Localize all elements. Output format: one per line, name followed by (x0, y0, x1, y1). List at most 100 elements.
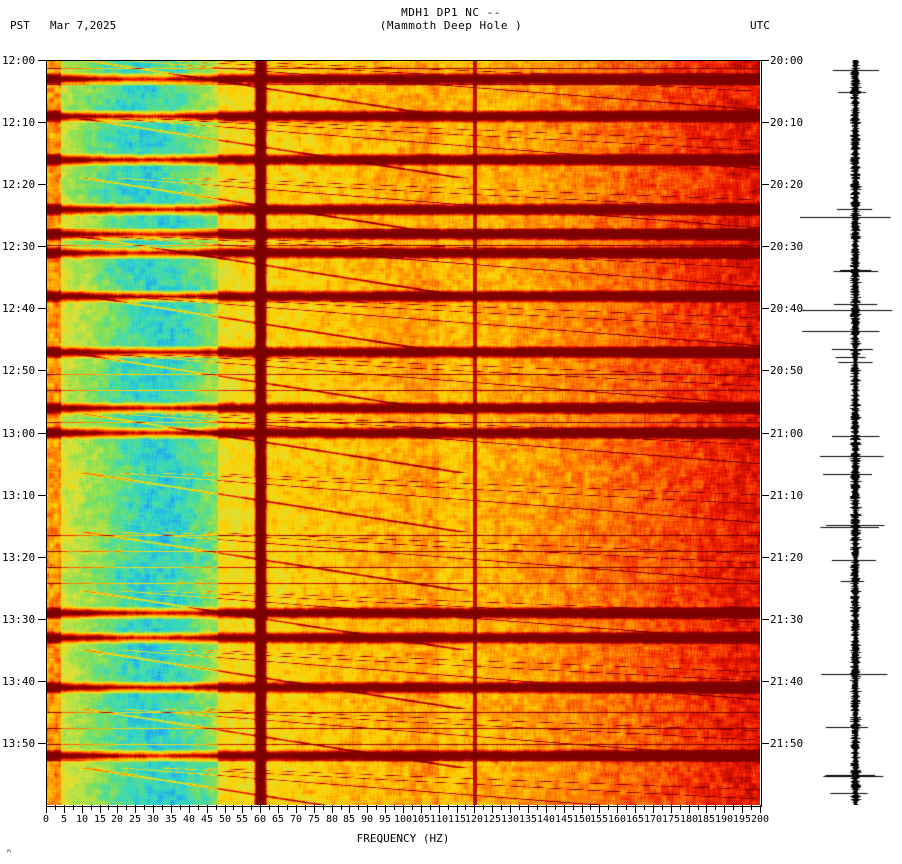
frequency-minor-tick (251, 805, 252, 810)
frequency-tick-label: 145 (554, 814, 574, 825)
frequency-tick-label: 10 (75, 814, 89, 825)
time-label-pst: 12:50 (2, 364, 36, 378)
station-subtitle: (Mammoth Deep Hole ) (379, 19, 523, 32)
frequency-tick-label: 110 (429, 814, 449, 825)
time-tick-left (38, 556, 46, 558)
frequency-major-tick (100, 805, 101, 813)
frequency-major-tick (260, 805, 261, 813)
time-label-utc: 20:50 (770, 364, 804, 378)
frequency-major-tick (117, 805, 118, 813)
frequency-major-tick (492, 805, 493, 813)
station-title: MDH1 DP1 NC -- (401, 6, 501, 19)
frequency-tick-label: 5 (60, 814, 68, 825)
frequency-tick-label: 120 (464, 814, 484, 825)
time-tick-right (761, 60, 769, 61)
time-label-pst: 12:10 (2, 116, 36, 130)
time-label-pst: 12:00 (2, 54, 36, 67)
frequency-major-tick (760, 805, 761, 813)
frequency-minor-tick (573, 805, 574, 810)
frequency-minor-tick (519, 805, 520, 810)
frequency-tick-label: 185 (696, 814, 716, 825)
time-label-pst: 13:40 (2, 674, 36, 688)
time-label-utc: 20:30 (770, 240, 804, 254)
frequency-tick-label: 65 (271, 814, 285, 825)
frequency-major-tick (153, 805, 154, 813)
right-timezone-label: UTC (750, 19, 770, 32)
frequency-major-tick (671, 805, 672, 813)
frequency-tick-label: 15 (93, 814, 107, 825)
frequency-major-tick (439, 805, 440, 813)
time-label-pst: 13:10 (2, 488, 36, 502)
frequency-tick-label: 20 (110, 814, 124, 825)
frequency-major-tick (332, 805, 333, 813)
frequency-major-tick (64, 805, 65, 813)
frequency-tick-label: 55 (235, 814, 249, 825)
frequency-major-tick (617, 805, 618, 813)
frequency-major-tick (706, 805, 707, 813)
frequency-major-tick (546, 805, 547, 813)
frequency-minor-tick (233, 805, 234, 810)
frequency-tick-label: 50 (218, 814, 232, 825)
spectrogram-canvas (46, 60, 760, 805)
frequency-major-tick (225, 805, 226, 813)
frequency-tick-label: 155 (589, 814, 609, 825)
frequency-minor-tick (55, 805, 56, 810)
frequency-minor-tick (305, 805, 306, 810)
frequency-major-tick (189, 805, 190, 813)
time-label-pst: 13:50 (2, 736, 36, 750)
frequency-major-tick (528, 805, 529, 813)
time-tick-right (761, 742, 769, 744)
frequency-axis-title: FREQUENCY (HZ) (356, 832, 450, 845)
frequency-major-tick (207, 805, 208, 813)
frequency-minor-tick (555, 805, 556, 810)
frequency-tick-label: 35 (164, 814, 178, 825)
frequency-tick-label: 130 (500, 814, 520, 825)
time-tick-left (38, 370, 46, 372)
frequency-minor-tick (91, 805, 92, 810)
time-tick-right (761, 246, 769, 248)
frequency-minor-tick (733, 805, 734, 810)
time-label-utc: 21:50 (770, 736, 804, 750)
frequency-tick-label: 175 (661, 814, 681, 825)
frequency-minor-tick (680, 805, 681, 810)
time-tick-left (38, 432, 46, 434)
frequency-tick-label: 150 (572, 814, 592, 825)
time-label-utc: 21:00 (770, 426, 804, 440)
frequency-minor-tick (412, 805, 413, 810)
frequency-axis: 0 5 10 15 20 25 30 35 40 45 50 55 60 65 70 75 80 85 90 95 10… (42, 805, 769, 845)
frequency-minor-tick (394, 805, 395, 810)
frequency-tick-label: 100 (393, 814, 413, 825)
time-label-utc: 21:40 (770, 674, 804, 688)
frequency-tick-label: 170 (643, 814, 663, 825)
frequency-tick-label: 70 (289, 814, 303, 825)
frequency-minor-tick (501, 805, 502, 810)
frequency-tick-label: 115 (447, 814, 467, 825)
frequency-minor-tick (608, 805, 609, 810)
frequency-tick-label: 25 (128, 814, 142, 825)
date-label: Mar 7,2025 (50, 19, 117, 32)
frequency-tick-label: 75 (307, 814, 321, 825)
time-tick-left (38, 742, 46, 744)
frequency-minor-tick (126, 805, 127, 810)
frequency-major-tick (278, 805, 279, 813)
frequency-major-tick (314, 805, 315, 813)
time-tick-left (38, 494, 46, 496)
time-tick-right (761, 556, 769, 558)
frequency-tick-label: 190 (714, 814, 734, 825)
time-tick-right (761, 680, 769, 682)
frequency-tick-label: 165 (625, 814, 645, 825)
frequency-major-tick (689, 805, 690, 813)
frequency-major-tick (724, 805, 725, 813)
frequency-tick-label: 95 (378, 814, 392, 825)
frequency-tick-label: 0 (42, 814, 50, 825)
seismogram-panel (800, 60, 892, 805)
time-tick-right (761, 308, 769, 310)
time-label-utc: 21:20 (770, 550, 804, 564)
frequency-minor-tick (715, 805, 716, 810)
time-tick-left (38, 618, 46, 620)
frequency-tick-label: 90 (360, 814, 374, 825)
frequency-minor-tick (448, 805, 449, 810)
frequency-minor-tick (198, 805, 199, 810)
time-tick-left (38, 60, 46, 61)
